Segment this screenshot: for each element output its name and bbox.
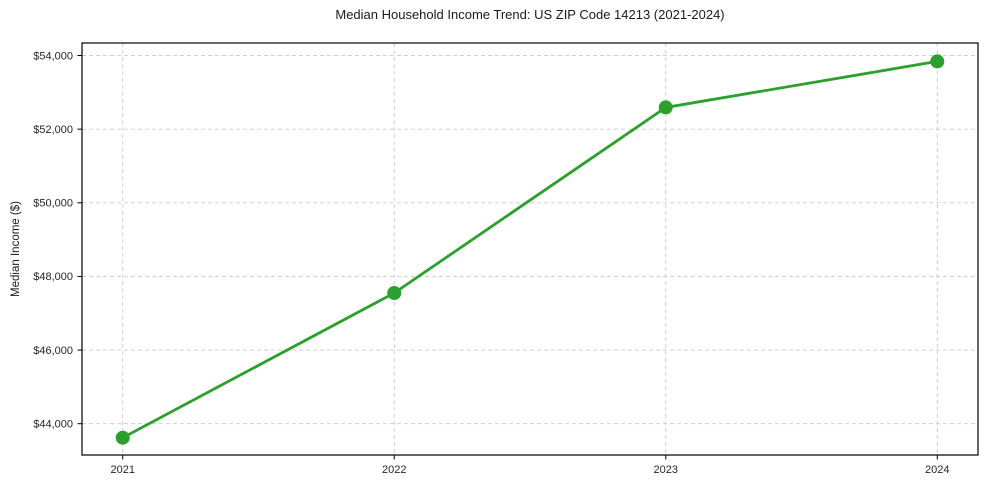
x-tick-label: 2022 bbox=[382, 464, 406, 476]
data-point bbox=[658, 100, 673, 115]
chart-title: Median Household Income Trend: US ZIP Co… bbox=[335, 7, 725, 22]
x-tick-label: 2023 bbox=[654, 464, 678, 476]
y-tick-label: $46,000 bbox=[33, 345, 73, 357]
x-tick-label: 2021 bbox=[110, 464, 134, 476]
data-point bbox=[115, 430, 130, 445]
data-point bbox=[387, 285, 402, 300]
x-tick-label: 2024 bbox=[925, 464, 949, 476]
y-tick-label: $54,000 bbox=[33, 50, 73, 62]
y-tick-label: $52,000 bbox=[33, 124, 73, 136]
plot-border bbox=[81, 42, 979, 456]
y-tick-label: $48,000 bbox=[33, 271, 73, 283]
data-point bbox=[930, 54, 945, 69]
trend-line bbox=[121, 60, 939, 440]
y-tick-label: $44,000 bbox=[33, 419, 73, 431]
y-tick-label: $50,000 bbox=[33, 198, 73, 210]
